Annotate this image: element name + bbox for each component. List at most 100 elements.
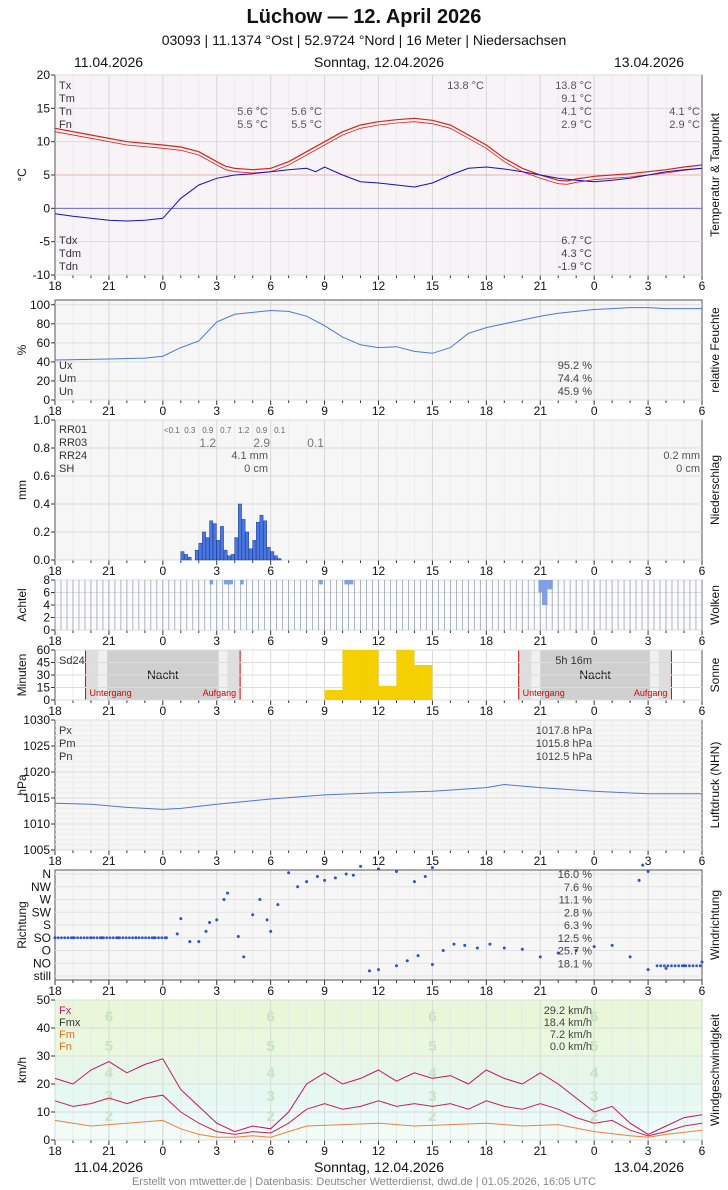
stat-label: Fn (59, 119, 72, 131)
x-tick-label: 21 (534, 984, 548, 998)
y-tick-label: 4 (43, 598, 50, 612)
page-title: Lüchow — 12. April 2026 (246, 6, 482, 28)
y-tick-label: 1015 (23, 791, 50, 805)
direction-label: NO (33, 956, 51, 970)
series-line (54, 117, 703, 182)
side-label: Windrichtung (708, 890, 722, 960)
y-tick-label: 1025 (23, 739, 50, 753)
x-tick-label: 6 (699, 984, 706, 998)
x-tick-label: 18 (480, 1144, 494, 1158)
wind-dir-point (179, 917, 183, 921)
wind-dir-point (85, 936, 89, 940)
x-tick-label: 18 (48, 854, 62, 868)
x-tick-label: 18 (48, 1144, 62, 1158)
x-tick-label: 3 (213, 634, 220, 648)
series-line (54, 1119, 703, 1138)
rr01-value: 0.3 (184, 426, 196, 435)
rr03-value: 1.2 (199, 436, 216, 450)
stat-value: 12.5 % (558, 933, 592, 945)
x-tick-label: 21 (102, 854, 116, 868)
x-tick-label: 9 (321, 1144, 328, 1158)
x-tick-label: 18 (48, 564, 62, 578)
rr01-value: <0.1 (164, 426, 180, 435)
rr01-value: 0.1 (274, 426, 286, 435)
side-label: relative Feuchte (708, 307, 722, 393)
panel-precip: 18 21 0 3 6 9 12 15 18 21 0 3 6 Niederschlag mm 1.0 0.8 0… (15, 413, 722, 578)
x-tick-label: 3 (645, 1144, 652, 1158)
date-left: 11.04.2026 (74, 54, 144, 70)
sun-bar (414, 665, 433, 700)
x-tick-label: 3 (645, 279, 652, 293)
y-tick-label: 20 (37, 68, 51, 82)
wind-dir-point (416, 954, 420, 958)
direction-label: SW (32, 905, 52, 919)
wind-dir-point (574, 949, 578, 952)
stat-label: Fx (59, 1005, 72, 1017)
x-tick-label: 3 (645, 634, 652, 648)
wind-dir-point (452, 942, 456, 946)
x-tick-label: 15 (426, 854, 440, 868)
stat-label: RR03 (59, 437, 87, 449)
x-tick-label: 0 (159, 404, 166, 418)
precip-bar (274, 555, 278, 561)
wind-dir-point (150, 936, 154, 940)
x-tick-label: 21 (102, 279, 116, 293)
wind-dir-point (111, 936, 115, 940)
precip-bar (259, 514, 264, 561)
wind-dir-point (691, 964, 695, 968)
wind-dir-point (659, 964, 663, 968)
side-label: Luftdruck (NHN) (708, 742, 722, 829)
wind-dir-point (236, 934, 240, 938)
y-tick-label: 20 (37, 1077, 51, 1091)
stat-value: 1017.8 hPa (536, 725, 593, 737)
x-tick-label: 21 (534, 279, 548, 293)
rr03-value: 0.1 (307, 436, 324, 450)
precip-bar (209, 520, 214, 561)
y-tick-label: 45 (37, 656, 51, 670)
date-center-bottom: Sonntag, 12.04.2026 (314, 1159, 445, 1175)
stat-value: 4.1 °C (669, 106, 700, 118)
y-tick-label: 0 (43, 201, 50, 215)
y-axis-label: Achtel (15, 588, 29, 621)
stat-value: 5.5 °C (237, 119, 268, 131)
wind-dir-point (430, 866, 434, 870)
wind-dir-point (140, 936, 144, 940)
x-tick-label: 0 (591, 854, 598, 868)
stat-value: 2.9 °C (561, 119, 592, 131)
cloud-cover-block (547, 580, 553, 590)
wind-dir-point (475, 946, 479, 950)
side-label: Niederschlag (708, 455, 722, 525)
wind-dir-point (208, 920, 212, 924)
x-tick-label: 18 (480, 984, 494, 998)
wind-dir-point (488, 942, 492, 946)
wind-dir-point (323, 878, 327, 882)
stat-label: Fm (59, 1029, 75, 1041)
rr03-value: 2.9 (253, 436, 270, 450)
wind-dir-point (276, 903, 280, 907)
x-tick-label: 0 (159, 1144, 166, 1158)
wind-dir-point (305, 880, 309, 884)
x-tick-label: 21 (534, 634, 548, 648)
wind-dir-point (351, 873, 355, 877)
wind-dir-point (637, 878, 641, 882)
wind-dir-point (377, 968, 380, 972)
x-tick-label: 0 (591, 279, 598, 293)
series-line (54, 166, 703, 222)
wind-dir-point (394, 869, 398, 873)
wind-dir-point (368, 969, 372, 973)
sunset-label: Untergang (90, 688, 132, 698)
wind-dir-point (688, 964, 691, 968)
stat-label: Fn (59, 1041, 72, 1053)
y-tick-label: 30 (37, 668, 51, 682)
wind-dir-point (153, 936, 157, 940)
stat-value: 18.1 % (558, 958, 592, 970)
stat-value: 5.5 °C (291, 119, 322, 131)
wind-dir-point (695, 964, 699, 968)
stat-value: 5.6 °C (291, 106, 322, 118)
x-tick-label: 18 (48, 704, 62, 718)
precip-bar (256, 521, 260, 561)
precip-bar (234, 537, 239, 561)
x-tick-label: 6 (699, 854, 706, 868)
precip-bar (198, 542, 203, 561)
x-tick-label: 12 (372, 404, 386, 418)
